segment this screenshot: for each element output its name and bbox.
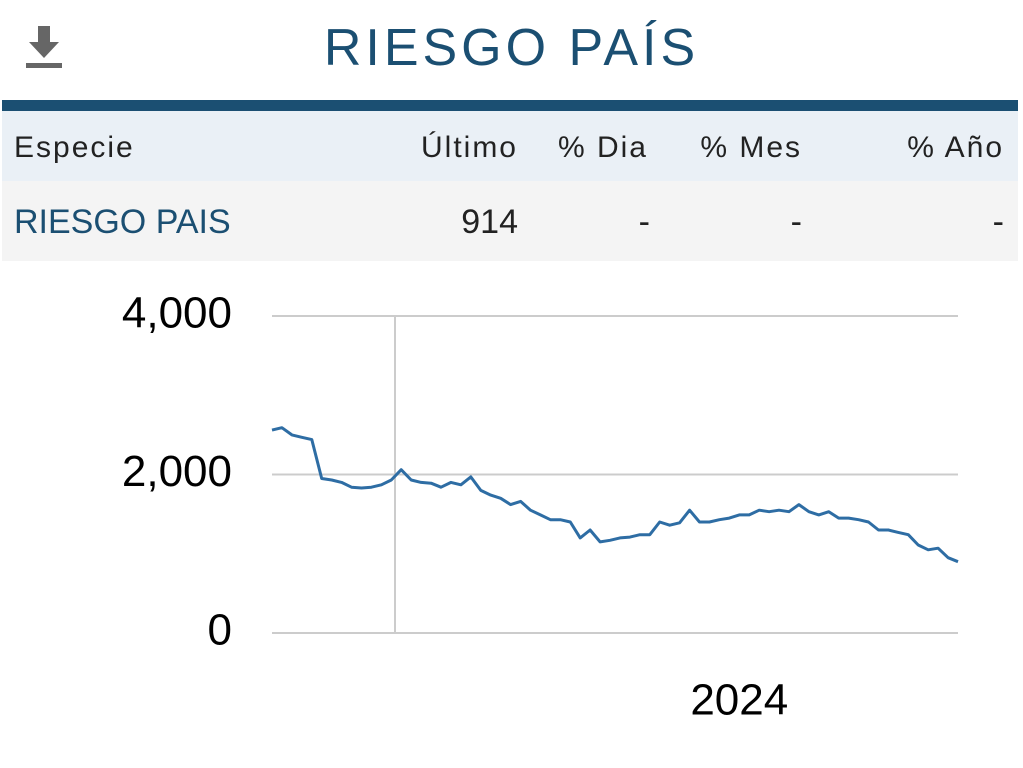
- column-header: % Año: [907, 131, 1004, 164]
- table-row: RIESGO PAIS 914 - - -: [2, 181, 1018, 261]
- download-icon[interactable]: [24, 26, 64, 70]
- title: RIESGO PAÍS: [323, 19, 700, 77]
- line: [271, 426, 959, 564]
- column-header: % Dia: [557, 131, 648, 164]
- column-header: % Mes: [700, 131, 802, 164]
- cell[interactable]: RIESGO PAIS: [14, 203, 231, 241]
- y-tick-label: 4,000: [122, 289, 232, 338]
- column-header: Último: [420, 131, 518, 164]
- cell: -: [790, 203, 802, 241]
- y-tick-label: 0: [208, 606, 232, 655]
- divider: [2, 100, 1018, 111]
- x-tick-label: 2024: [690, 676, 788, 725]
- y-tick-label: 2,000: [122, 447, 232, 496]
- table-header: Especie Último % Dia % Mes % Año: [2, 111, 1018, 181]
- column-header: Especie: [14, 131, 135, 164]
- cell: -: [992, 203, 1004, 241]
- cell: 914: [461, 203, 518, 241]
- header: RIESGO PAÍS: [0, 0, 1023, 100]
- cell: -: [638, 203, 650, 241]
